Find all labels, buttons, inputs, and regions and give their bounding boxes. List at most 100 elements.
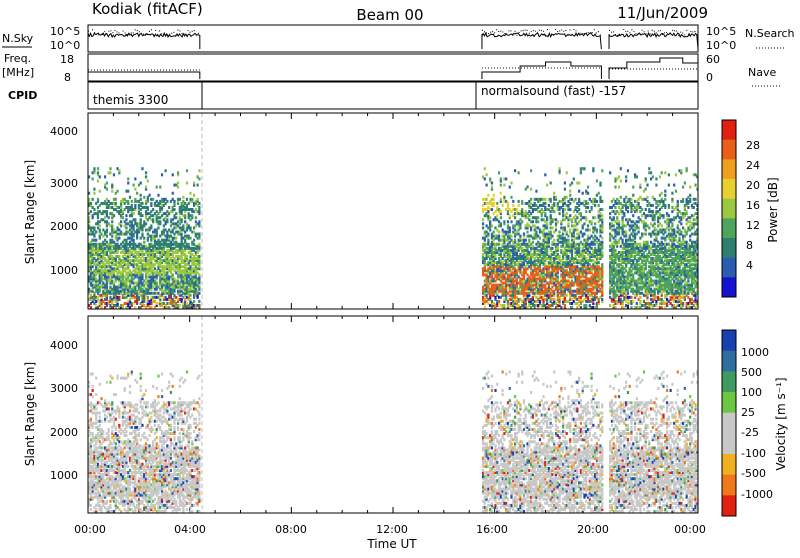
nsearch-point <box>88 31 89 32</box>
heatmap-cell <box>564 304 566 307</box>
nsearch-point <box>619 35 620 36</box>
heatmap-cell <box>510 235 512 238</box>
heatmap-cell <box>578 182 580 185</box>
nsearch-point <box>539 30 540 31</box>
nsky-tick-top: 10^5 <box>50 25 80 38</box>
nsearch-point <box>594 29 595 30</box>
heatmap-cell <box>564 182 566 185</box>
nsearch-point <box>92 29 93 30</box>
radar-title: Kodiak (fitACF) <box>92 0 203 18</box>
heatmap-cell <box>175 212 177 215</box>
heatmap-cell <box>93 208 95 211</box>
nsearch-point <box>590 32 591 33</box>
heatmap-cell <box>106 182 108 185</box>
heatmap-cell <box>601 298 603 301</box>
nsearch-label: N.Search <box>745 27 795 40</box>
nsky-tick-bottom: 10^0 <box>50 39 80 52</box>
heatmap-cell <box>526 186 528 189</box>
heatmap-cell <box>601 200 603 203</box>
heatmap-cell <box>99 228 101 231</box>
nsearch-point <box>559 30 560 31</box>
nsearch-point <box>592 32 593 33</box>
heatmap-cell <box>546 222 548 225</box>
nsearch-point <box>575 30 576 31</box>
heatmap-cell <box>143 237 145 240</box>
heatmap-cell <box>189 237 191 240</box>
nsearch-tick-top: 10^5 <box>706 25 736 38</box>
nsearch-point <box>184 33 185 34</box>
cpid-left-name: themis 3300 <box>93 93 168 107</box>
heatmap-cell <box>152 208 154 211</box>
heatmap-cell <box>197 198 199 201</box>
heatmap-cell <box>193 239 195 242</box>
nsearch-point <box>506 34 507 35</box>
heatmap-cell <box>93 192 95 195</box>
heatmap-cell <box>118 296 120 299</box>
nsearch-point <box>613 31 614 32</box>
heatmap-cell <box>104 175 106 178</box>
heatmap-cell <box>97 167 99 170</box>
cpid-label: CPID <box>8 89 37 102</box>
heatmap-cell <box>125 226 127 229</box>
nsearch-point <box>514 31 515 32</box>
nsearch-point <box>94 32 95 33</box>
heatmap-cell <box>498 235 500 238</box>
nsearch-point <box>194 30 195 31</box>
heatmap-cell <box>625 179 627 182</box>
noise-traces <box>88 29 698 49</box>
heatmap-cell <box>558 212 560 215</box>
heatmap-cell <box>583 233 585 236</box>
heatmap-cell <box>514 216 516 219</box>
heatmap-cell <box>544 202 546 205</box>
heatmap-cell <box>486 198 488 201</box>
heatmap-cell <box>498 300 500 303</box>
heatmap-cell <box>630 296 632 299</box>
heatmap-cell <box>569 202 571 205</box>
nsearch-point <box>157 34 158 35</box>
heatmap-cell <box>186 169 188 172</box>
heatmap-cell <box>127 177 129 180</box>
heatmap-cell <box>632 194 634 197</box>
heatmap-cell <box>496 202 498 205</box>
nsearch-point <box>674 30 675 31</box>
nsearch-point <box>149 31 150 32</box>
heatmap-cell <box>596 228 598 231</box>
nsearch-point <box>167 35 168 36</box>
nsearch-point <box>106 33 107 34</box>
nsearch-point <box>565 30 566 31</box>
heatmap-cell <box>172 192 174 195</box>
heatmap-cell <box>116 190 118 193</box>
nsearch-point <box>666 32 667 33</box>
heatmap-cell <box>181 218 183 221</box>
nsearch-point <box>521 30 522 31</box>
nsearch-point <box>650 33 651 34</box>
heatmap-cell <box>131 200 133 203</box>
nsearch-tick-bottom: 10^0 <box>706 39 736 52</box>
nsearch-point <box>640 34 641 35</box>
nsearch-point <box>584 33 585 34</box>
nsearch-point <box>629 32 630 33</box>
heatmap-cell <box>487 239 489 242</box>
heatmap-cell <box>569 214 571 217</box>
date-label: 11/Jun/2009 <box>617 4 708 22</box>
heatmap-cell <box>141 273 143 276</box>
heatmap-cell <box>558 231 560 234</box>
heatmap-cell <box>601 241 603 244</box>
nsearch-point <box>617 35 618 36</box>
heatmap-cell <box>509 186 511 189</box>
heatmap-cell <box>521 200 523 203</box>
heatmap-cell <box>598 261 600 264</box>
heatmap-cell <box>550 214 552 217</box>
heatmap-cell <box>198 220 200 223</box>
heatmap-cell <box>127 190 129 193</box>
heatmap-cell <box>182 224 184 227</box>
heatmap-cell <box>555 228 557 231</box>
heatmap-cell <box>578 198 580 201</box>
heatmap-cell <box>553 298 555 301</box>
power-panel: 4000 3000 2000 1000 Slant Range [km] 28 … <box>23 113 780 309</box>
heatmap-cell <box>99 224 101 227</box>
heatmap-cell <box>583 222 585 225</box>
nsearch-point <box>173 32 174 33</box>
nsearch-point <box>155 30 156 31</box>
